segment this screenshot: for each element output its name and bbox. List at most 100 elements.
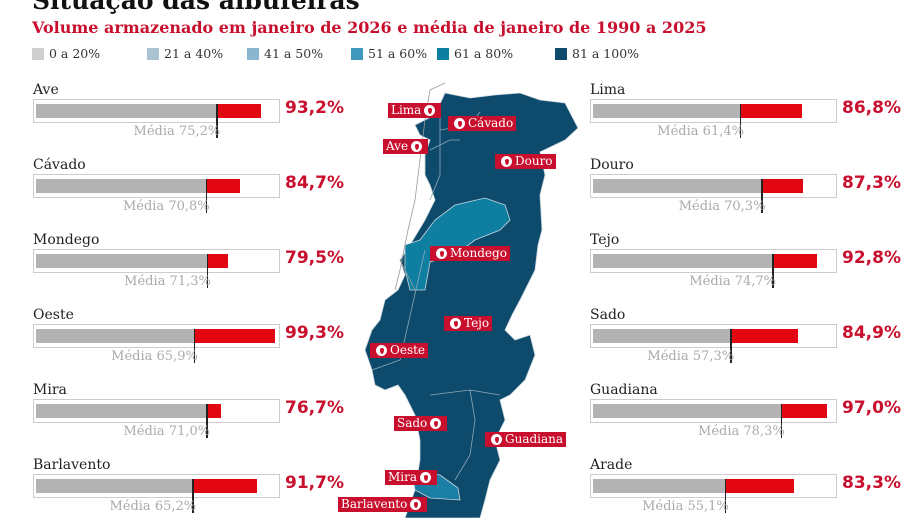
average-bar [36, 479, 194, 493]
bar-track [590, 249, 837, 288]
current-bar [740, 104, 803, 118]
average-marker [206, 254, 209, 288]
current-bar [193, 479, 257, 493]
average-marker [772, 254, 774, 288]
map-label: Mondego [430, 246, 510, 261]
current-bar [762, 179, 804, 193]
reservoir-name: Sado [590, 307, 626, 323]
current-bar [725, 479, 794, 493]
reservoir-name: Mira [33, 382, 67, 398]
current-value: 91,7% [285, 473, 344, 493]
map-label-text: Lima [391, 103, 422, 117]
average-label: Média 71,3% [124, 274, 211, 289]
current-value: 86,8% [842, 98, 901, 118]
bar-track [33, 99, 280, 138]
reservoir-row: Cávado Média 70,8% 84,7% [33, 157, 353, 227]
reservoir-row: Douro Média 70,3% 87,3% [590, 157, 910, 227]
legend-label: 81 a 100% [572, 46, 640, 61]
map-label: Ave [383, 139, 429, 154]
bar-track [33, 174, 280, 213]
average-label: Média 70,8% [122, 199, 210, 214]
map-label: Sado [394, 416, 448, 431]
legend-swatch [32, 47, 44, 60]
current-value: 93,2% [285, 98, 344, 118]
average-bar [36, 404, 208, 418]
average-marker [761, 179, 763, 213]
average-marker [216, 104, 218, 138]
current-bar [217, 104, 261, 118]
map-label-text: Mira [388, 470, 418, 484]
current-bar [731, 329, 798, 343]
reservoir-row: Sado Média 57,3% 84,9% [590, 307, 910, 377]
map-label-text: Oeste [390, 343, 426, 357]
map-label: Lima [388, 103, 442, 118]
bar-track [590, 399, 837, 438]
average-marker [193, 329, 196, 363]
average-marker [739, 104, 742, 138]
legend-swatch [351, 47, 363, 60]
chart-subtitle: Volume armazenado em janeiro de 2026 e m… [32, 18, 707, 37]
legend-label: 41 a 50% [264, 46, 324, 61]
map-label: Douro [495, 154, 556, 169]
current-value: 97,0% [842, 398, 901, 418]
reservoir-row: Tejo Média 74,7% 92,8% [590, 232, 910, 302]
map-label: Oeste [370, 343, 429, 358]
map-basin-dark [364, 92, 579, 518]
legend-item: 21 a 40% [147, 46, 247, 61]
reservoir-name: Mondego [33, 232, 100, 248]
reservoir-row: Lima Média 61,4% 86,8% [590, 82, 910, 152]
water-drop-icon [454, 118, 465, 129]
bar-track [33, 474, 280, 513]
bar-track [33, 249, 280, 288]
current-value: 92,8% [842, 248, 901, 268]
bar-track [590, 99, 837, 138]
current-value: 84,7% [285, 173, 344, 193]
average-bar [593, 104, 741, 118]
current-value: 99,3% [285, 323, 344, 343]
legend-label: 51 a 60% [368, 46, 428, 61]
average-label: Média 55,1% [642, 499, 729, 514]
reservoir-name: Ave [33, 82, 59, 98]
average-bar [36, 179, 207, 193]
map-label-text: Barlavento [341, 497, 408, 511]
reservoir-row: Oeste Média 65,9% 99,3% [33, 307, 353, 377]
legend-label: 61 a 80% [454, 46, 514, 61]
reservoir-row: Arade Média 55,1% 83,3% [590, 457, 910, 527]
water-drop-icon [410, 499, 422, 510]
current-value: 83,3% [842, 473, 901, 493]
reservoir-name: Tejo [590, 232, 620, 248]
average-marker [206, 404, 208, 438]
legend-swatch [555, 47, 567, 60]
water-drop-icon [491, 434, 502, 445]
water-drop-icon [430, 418, 442, 429]
average-label: Média 74,7% [689, 274, 777, 289]
map-label-text: Ave [386, 139, 409, 153]
map-label-text: Mondego [450, 246, 507, 260]
average-bar [36, 329, 195, 343]
average-marker [780, 404, 783, 438]
average-label: Média 65,2% [109, 499, 197, 514]
average-bar [593, 254, 774, 268]
legend: 0 a 20% 21 a 40% 41 a 50% 51 a 60% 61 a 80% 8… [32, 46, 665, 61]
average-bar [593, 329, 732, 343]
coastline-outline [394, 82, 446, 291]
legend-item: 51 a 60% [351, 46, 437, 61]
legend-label: 21 a 40% [164, 46, 224, 61]
average-label: Média 61,4% [657, 124, 744, 139]
legend-swatch [147, 47, 159, 60]
current-bar [781, 404, 827, 418]
bar-track [590, 174, 837, 213]
reservoir-row: Mondego Média 71,3% 79,5% [33, 232, 353, 302]
map-label: Mira [385, 470, 438, 485]
legend-swatch [247, 47, 259, 60]
map-label-text: Guadiana [505, 432, 564, 446]
current-value: 79,5% [285, 248, 344, 268]
average-marker [192, 479, 194, 513]
water-drop-icon [411, 141, 423, 152]
average-bar [593, 404, 782, 418]
average-marker [205, 179, 208, 213]
map-label-text: Cávado [468, 116, 514, 130]
reservoir-name: Cávado [33, 157, 86, 173]
water-drop-icon [501, 156, 512, 167]
